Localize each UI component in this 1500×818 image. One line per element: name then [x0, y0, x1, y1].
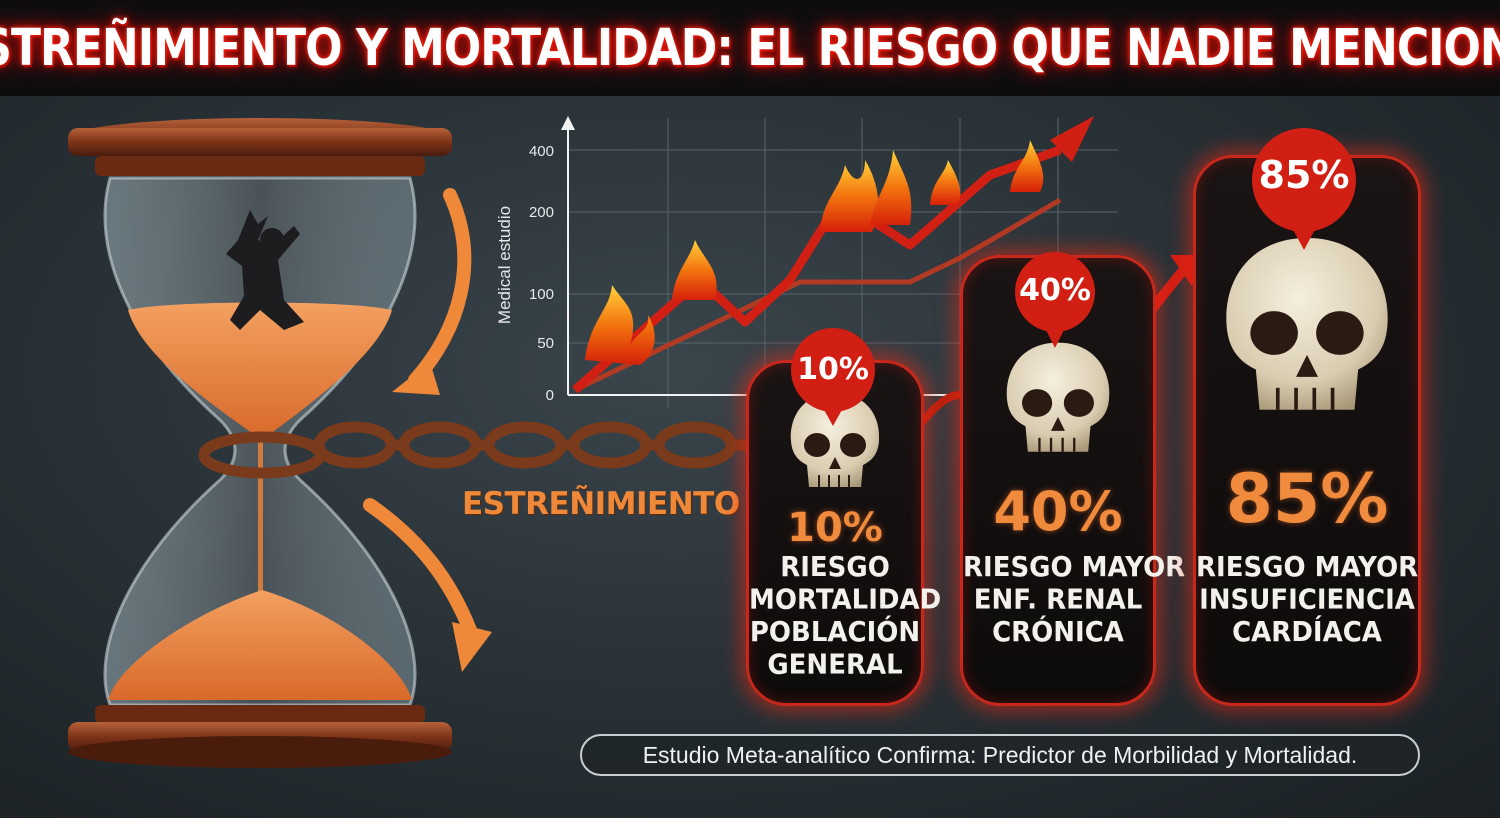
y-tick-label: 0 — [545, 387, 554, 404]
arrow-down-left-icon — [392, 362, 440, 395]
y-tick-label: 200 — [528, 204, 554, 221]
title-bar: ESTREÑIMIENTO Y MORTALIDAD: EL RIESGO QU… — [0, 0, 1500, 96]
arrow-down-right-icon — [452, 622, 492, 672]
risk-description: RIESGO MAYOR INSUFICIENCIA CARDÍACA — [1196, 551, 1419, 649]
risk-value: 40% — [993, 480, 1123, 543]
chain-icon — [198, 421, 768, 479]
risk-card-general: 10% RIESGO MORTALIDAD POBLACIÓN GENERAL — [746, 360, 942, 706]
risk-description: RIESGO MAYOR ENF. RENAL CRÓNICA — [963, 551, 1186, 649]
risk-value: 85% — [1225, 460, 1389, 539]
y-tick-label: 100 — [528, 286, 554, 303]
skull-icon — [790, 393, 880, 487]
risk-description: RIESGO MORTALIDAD POBLACIÓN GENERAL — [749, 551, 942, 682]
risk-bubble: 40% — [1012, 252, 1098, 348]
skull-icon — [1006, 342, 1110, 452]
y-tick-label: 50 — [537, 335, 554, 352]
risk-value: 10% — [787, 505, 883, 551]
risk-bubble: 85% — [1250, 128, 1358, 250]
y-axis-label: Medical estudio — [495, 205, 514, 325]
y-tick-label: 400 — [528, 143, 554, 160]
footer-note: Estudio Meta-analítico Confirma: Predict… — [580, 734, 1420, 776]
risk-bubble: 10% — [788, 328, 878, 426]
flame-icon — [585, 140, 1044, 365]
page-title: ESTREÑIMIENTO Y MORTALIDAD: EL RIESGO QU… — [0, 18, 1500, 78]
risk-card-heart: 85% RIESGO MAYOR INSUFICIENCIA CARDÍACA — [1193, 155, 1421, 706]
skull-icon — [1226, 238, 1388, 410]
chain-label: ESTREÑIMIENTO — [462, 486, 740, 522]
